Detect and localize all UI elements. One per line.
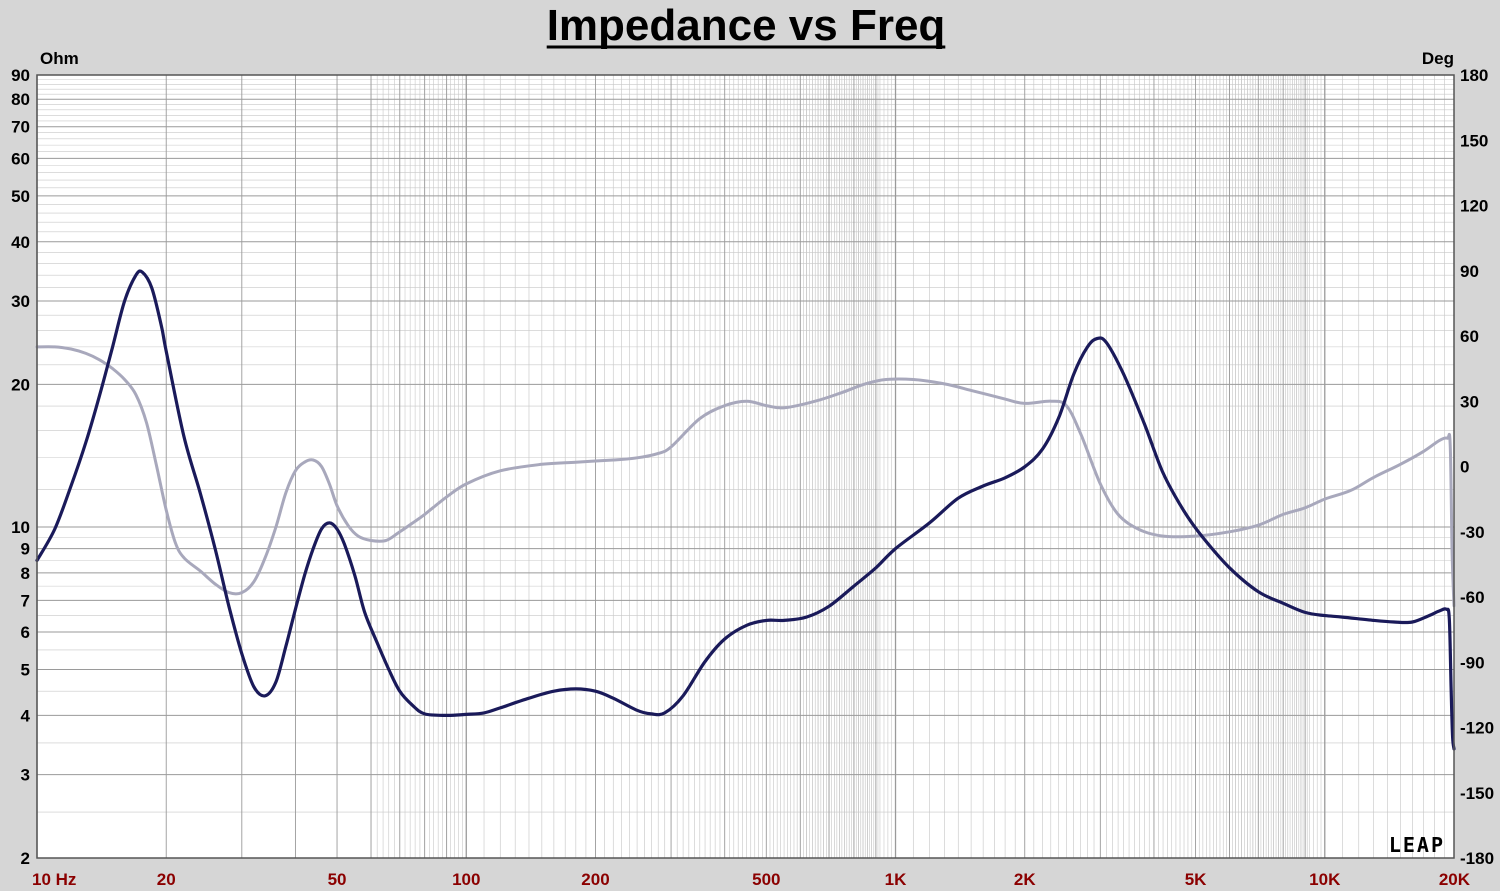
y-tick-label: 9 bbox=[21, 540, 30, 559]
y2-tick-label: -150 bbox=[1460, 784, 1494, 803]
impedance-curve bbox=[35, 269, 1456, 751]
y-tick-label: 80 bbox=[11, 90, 30, 109]
y-tick-label: 30 bbox=[11, 292, 30, 311]
x-tick-label: 200 bbox=[581, 870, 609, 889]
y2-tick-label: 180 bbox=[1460, 66, 1488, 85]
x-tick-label: 5K bbox=[1185, 870, 1207, 889]
plot-frame bbox=[36, 74, 1455, 859]
leap-logo: LEAP bbox=[1389, 833, 1445, 857]
grid-major bbox=[36, 74, 1454, 859]
x-tick-label: 10K bbox=[1309, 870, 1341, 889]
y2-tick-label: 90 bbox=[1460, 262, 1479, 281]
y-tick-label: 5 bbox=[21, 661, 30, 680]
y-tick-label: 10 bbox=[11, 518, 30, 537]
y-tick-label: 7 bbox=[21, 591, 30, 610]
left-tick-labels: 2 3 4 5 6 7 8 9 10 20 30 40 50 60 70 80 90 bbox=[11, 66, 30, 868]
y2-tick-label: 30 bbox=[1460, 392, 1479, 411]
x-tick-label: 500 bbox=[752, 870, 780, 889]
x-tick-labels: 10 Hz 20 50 100 200 500 1K 2K 5K 10K 20K bbox=[32, 870, 1471, 889]
y-tick-label: 3 bbox=[21, 766, 30, 785]
grid-minor bbox=[37, 75, 1454, 858]
x-tick-label: 1K bbox=[885, 870, 907, 889]
y2-tick-label: -90 bbox=[1460, 653, 1485, 672]
series-layer bbox=[35, 269, 1456, 751]
y-tick-label: 60 bbox=[11, 149, 30, 168]
x-tick-label: 100 bbox=[452, 870, 480, 889]
y2-tick-label: 120 bbox=[1460, 197, 1488, 216]
x-tick-label: 20 bbox=[157, 870, 176, 889]
y2-tick-label: -60 bbox=[1460, 588, 1485, 607]
y-tick-label: 8 bbox=[21, 564, 30, 583]
x-tick-label: 2K bbox=[1014, 870, 1036, 889]
y2-tick-label: -120 bbox=[1460, 719, 1494, 738]
x-tick-label: 50 bbox=[328, 870, 347, 889]
y2-tick-label: 150 bbox=[1460, 131, 1488, 150]
right-axis-unit-label: Deg bbox=[1422, 49, 1454, 68]
y-tick-label: 90 bbox=[11, 66, 30, 85]
y-tick-label: 6 bbox=[21, 623, 30, 642]
y-tick-label: 70 bbox=[11, 118, 30, 137]
y2-tick-label: -180 bbox=[1460, 849, 1494, 868]
y2-tick-label: 60 bbox=[1460, 327, 1479, 346]
y-tick-label: 40 bbox=[11, 233, 30, 252]
phase-curve bbox=[35, 345, 1456, 608]
right-tick-labels: 180 150 120 90 60 30 0 -30 -60 -90 -120 -150 -180 bbox=[1460, 66, 1494, 868]
y-tick-label: 2 bbox=[21, 849, 30, 868]
y-tick-label: 20 bbox=[11, 375, 30, 394]
left-axis-unit-label: Ohm bbox=[40, 49, 79, 68]
y-tick-label: 50 bbox=[11, 187, 30, 206]
y2-tick-label: -30 bbox=[1460, 523, 1485, 542]
x-tick-label: 10 Hz bbox=[32, 870, 76, 889]
y-tick-label: 4 bbox=[21, 706, 31, 725]
chart-title: Impedance vs Freq bbox=[547, 1, 946, 50]
x-tick-label: 20K bbox=[1439, 870, 1471, 889]
plot-area bbox=[37, 75, 1454, 858]
y2-tick-label: 0 bbox=[1460, 458, 1469, 477]
